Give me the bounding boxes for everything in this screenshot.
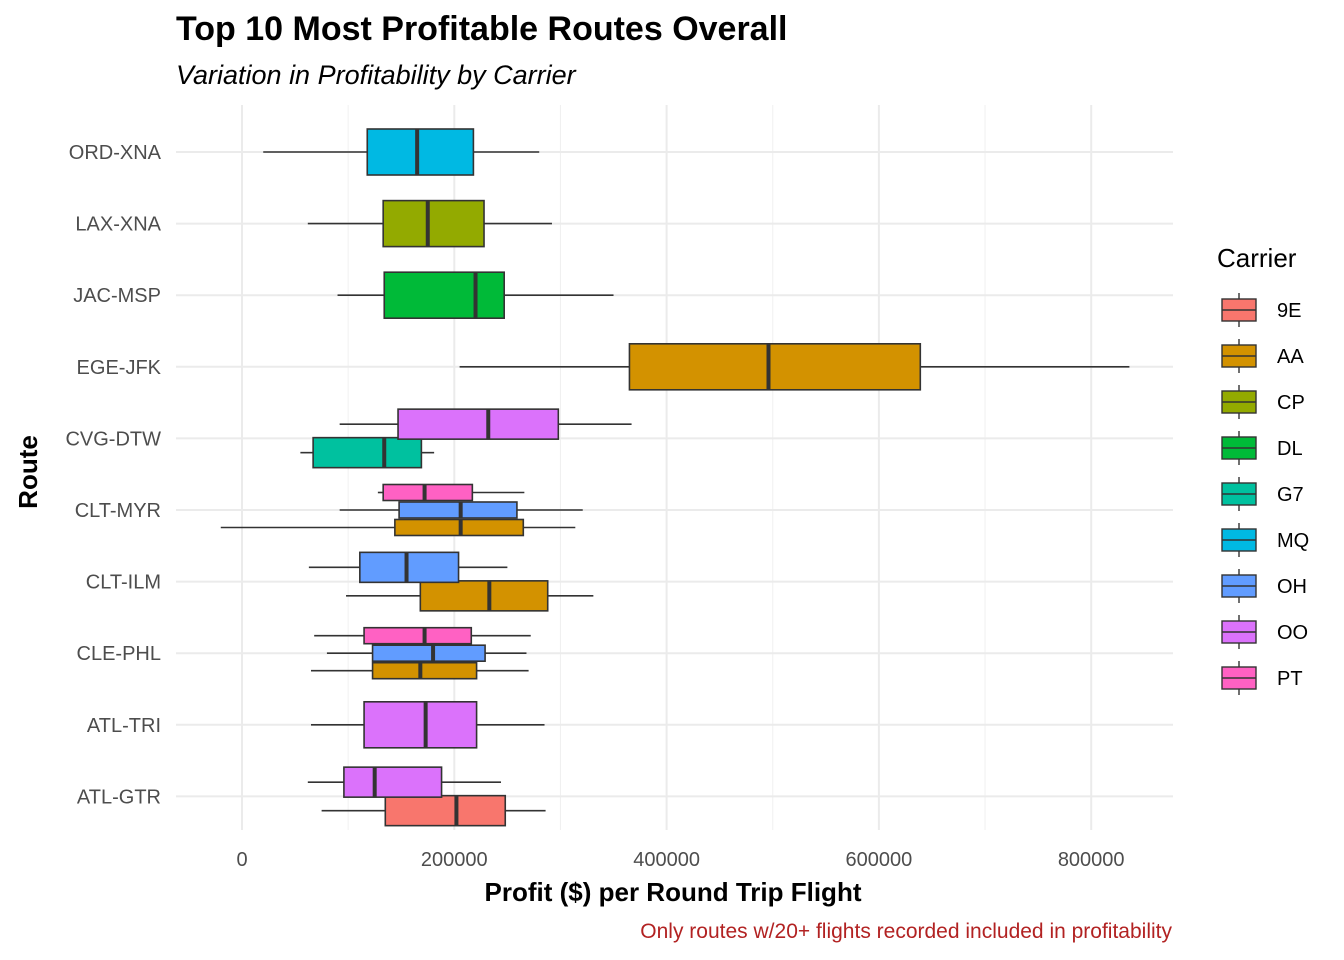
x-tick-label: 800000	[1058, 849, 1125, 871]
legend-item-9E: 9E	[1221, 293, 1301, 327]
x-tick-label: 600000	[846, 849, 913, 871]
legend-label: AA	[1277, 346, 1304, 368]
box-ATL-TRI-OO	[310, 700, 545, 749]
legend-label: 9E	[1277, 300, 1301, 322]
y-tick-label: CLT-ILM	[86, 572, 161, 594]
box-ATL-GTR-OO	[307, 766, 502, 798]
chart-subtitle: Variation in Profitability by Carrier	[176, 60, 576, 90]
box-CLT-ILM-OH	[308, 551, 508, 584]
box-CLE-PHL-AA	[310, 661, 529, 680]
box-iqr	[628, 342, 922, 391]
box-CLT-MYR-AA	[220, 518, 576, 537]
box-iqr	[366, 128, 475, 176]
y-tick-label: EGE-JFK	[77, 357, 162, 379]
box-iqr	[343, 766, 443, 798]
box-CLE-PHL-OH	[326, 644, 527, 663]
box-CLE-PHL-PT	[314, 626, 531, 645]
box-iqr	[382, 483, 474, 502]
y-axis-title: Route	[13, 435, 43, 509]
x-tick-label: 200000	[421, 849, 488, 871]
box-layer	[220, 128, 1130, 827]
box-CVG-DTW-OO	[339, 408, 632, 440]
y-tick-label: ORD-XNA	[69, 142, 162, 164]
legend-item-OO: OO	[1221, 615, 1308, 649]
box-iqr	[359, 551, 460, 584]
y-tick-label: CVG-DTW	[65, 428, 161, 450]
legend-item-DL: DL	[1221, 431, 1303, 465]
box-JAC-MSP-DL	[337, 271, 614, 320]
box-iqr	[397, 408, 560, 440]
box-iqr	[398, 501, 518, 519]
box-CLT-ILM-AA	[346, 580, 594, 612]
box-iqr	[382, 199, 485, 248]
legend-label: OH	[1277, 576, 1307, 598]
legend-item-MQ: MQ	[1221, 523, 1309, 557]
x-tick-label: 400000	[633, 849, 700, 871]
box-iqr	[371, 661, 478, 680]
legend-label: OO	[1277, 622, 1308, 644]
box-ATL-GTR-9E	[321, 794, 546, 827]
box-iqr	[384, 794, 507, 827]
legend-item-AA: AA	[1221, 339, 1304, 373]
legend-item-PT: PT	[1221, 661, 1303, 695]
legend-item-OH: OH	[1221, 569, 1307, 603]
y-tick-label: CLE-PHL	[77, 643, 161, 665]
box-iqr	[363, 700, 478, 749]
box-iqr	[383, 271, 505, 320]
legend-item-CP: CP	[1221, 385, 1305, 419]
y-tick-label: ATL-GTR	[77, 786, 161, 808]
box-CLT-MYR-OH	[339, 501, 583, 519]
legend-label: G7	[1277, 484, 1304, 506]
box-iqr	[419, 580, 549, 612]
legend-item-G7: G7	[1221, 477, 1304, 511]
legend-label: CP	[1277, 392, 1305, 414]
box-LAX-XNA-CP	[307, 199, 552, 248]
chart-caption: Only routes w/20+ flights recorded inclu…	[640, 920, 1172, 943]
y-tick-label: LAX-XNA	[75, 214, 161, 236]
y-tick-label: ATL-TRI	[87, 715, 161, 737]
legend-label: DL	[1277, 438, 1303, 460]
box-ORD-XNA-MQ	[263, 128, 540, 176]
box-EGE-JFK-AA	[459, 342, 1130, 391]
box-iqr	[312, 436, 423, 469]
box-CLT-MYR-PT	[377, 483, 525, 502]
legend: Carrier 9E AA CP DL G7 MQ OH OO PT	[1217, 243, 1309, 695]
x-tick-label: 0	[236, 849, 247, 871]
legend-label: PT	[1277, 668, 1303, 690]
y-axis-ticks: ORD-XNA LAX-XNA JAC-MSP EGE-JFK CVG-DTW CLT-M…	[65, 142, 161, 808]
x-axis-ticks: 0 200000 400000 600000 800000	[236, 849, 1124, 871]
x-axis-title: Profit ($) per Round Trip Flight	[485, 877, 862, 907]
y-tick-label: JAC-MSP	[73, 285, 161, 307]
y-tick-label: CLT-MYR	[75, 500, 161, 522]
chart-title: Top 10 Most Profitable Routes Overall	[176, 10, 788, 48]
legend-title: Carrier	[1217, 243, 1297, 273]
box-iqr	[371, 644, 486, 663]
box-iqr	[363, 626, 473, 645]
box-CVG-DTW-G7	[300, 436, 435, 469]
legend-label: MQ	[1277, 530, 1309, 552]
